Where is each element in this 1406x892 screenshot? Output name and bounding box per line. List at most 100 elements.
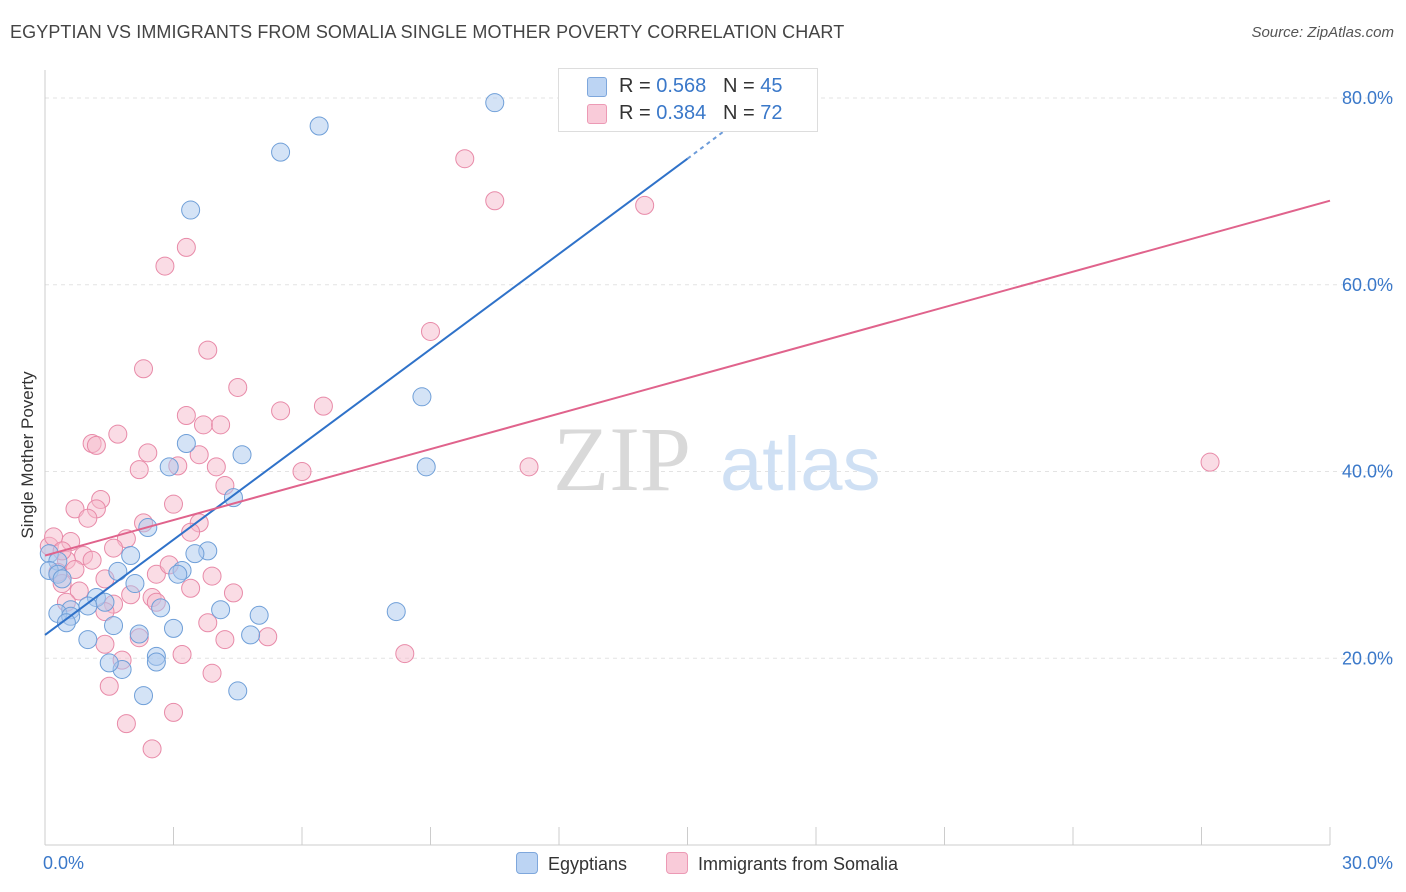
somalia-point <box>86 435 106 455</box>
legend-label: Egyptians <box>548 854 628 874</box>
egyptians-point <box>134 686 154 706</box>
somalia-point <box>223 583 243 603</box>
egyptians-point <box>56 613 76 633</box>
egyptians-point <box>168 564 188 584</box>
egyptians-point <box>129 624 149 644</box>
source-label: Source: ZipAtlas.com <box>1251 24 1394 41</box>
somalia-point <box>142 739 162 759</box>
somalia-trend-line <box>44 199 1331 557</box>
legend-swatch-blue <box>516 852 538 874</box>
egyptians-point <box>386 602 406 622</box>
egyptians-point <box>121 546 141 566</box>
r-value: 0.568 <box>656 75 707 97</box>
n-label: N = <box>722 75 761 97</box>
r-value: 0.384 <box>656 102 707 124</box>
trend-lines <box>44 115 1331 636</box>
somalia-point <box>69 581 89 601</box>
r-label: R = <box>619 102 657 124</box>
somalia-point <box>519 457 539 477</box>
legend-item-egyptians: Egyptians <box>516 852 627 875</box>
grid-lines <box>45 97 1393 659</box>
somalia-point <box>1200 452 1220 472</box>
somalia-point <box>155 256 175 276</box>
watermark: ZIP atlas <box>553 408 881 510</box>
egyptians-point <box>412 387 432 407</box>
y-tick-label: 80.0% <box>1342 88 1393 108</box>
somalia-point <box>176 405 196 425</box>
egyptians-point <box>309 116 329 136</box>
somalia-point <box>202 566 222 586</box>
somalia-point <box>635 195 655 215</box>
somalia-point <box>211 415 231 435</box>
somalia-point <box>176 237 196 257</box>
egyptians-point <box>185 544 205 564</box>
y-tick-label: 40.0% <box>1342 462 1393 482</box>
somalia-point <box>181 522 201 542</box>
egyptians-point <box>164 618 183 638</box>
somalia-point <box>164 702 183 722</box>
legend-row-text: R = 0.384 N = 72 <box>619 102 782 125</box>
x-tick-label: 0.0% <box>43 853 84 873</box>
egyptians-point <box>52 569 72 589</box>
egyptians-points <box>39 93 505 706</box>
axes <box>44 70 1331 846</box>
somalia-point <box>206 457 226 477</box>
legend-swatch-blue <box>587 77 607 97</box>
egyptians-point <box>78 630 98 650</box>
somalia-point <box>395 644 415 664</box>
somalia-point <box>313 396 333 416</box>
legend-label: Immigrants from Somalia <box>698 854 899 874</box>
egyptians-point <box>211 600 231 620</box>
watermark-atlas: atlas <box>720 422 881 507</box>
somalia-point <box>129 460 149 480</box>
egyptians-point <box>176 433 196 453</box>
somalia-point <box>99 676 119 696</box>
somalia-point <box>198 613 218 633</box>
somalia-point <box>215 630 235 650</box>
r-label: R = <box>619 75 657 97</box>
egyptians-point <box>146 652 166 672</box>
legend-item-somalia: Immigrants from Somalia <box>666 852 898 875</box>
somalia-point <box>228 377 248 397</box>
legend-swatch-pink <box>587 104 607 124</box>
egyptians-trend-line <box>44 157 689 636</box>
somalia-point <box>108 424 128 444</box>
n-value: 72 <box>760 102 783 124</box>
watermark-zip: ZIP <box>553 408 691 510</box>
y-axis-label: Single Mother Poverty <box>18 371 37 539</box>
n-value: 45 <box>760 75 783 97</box>
somalia-point <box>258 627 278 647</box>
egyptians-point <box>241 625 261 645</box>
chart-title: EGYPTIAN VS IMMIGRANTS FROM SOMALIA SING… <box>10 22 845 42</box>
legend-swatch-pink <box>666 852 688 874</box>
egyptians-point <box>108 561 128 581</box>
somalia-point <box>198 340 218 360</box>
somalia-point <box>146 564 166 584</box>
somalia-point <box>189 445 209 465</box>
somalia-point <box>421 321 440 341</box>
somalia-point <box>181 578 201 598</box>
egyptians-point <box>416 457 436 477</box>
somalia-point <box>193 415 213 435</box>
egyptians-point <box>232 445 252 465</box>
somalia-point <box>292 462 312 482</box>
egyptians-point <box>104 616 124 636</box>
somalia-point <box>82 550 102 570</box>
somalia-point <box>65 499 85 519</box>
somalia-point <box>116 714 136 734</box>
y-tick-label: 60.0% <box>1342 275 1393 295</box>
egyptians-point <box>249 605 269 625</box>
somalia-point <box>95 634 115 654</box>
x-tick-label: 30.0% <box>1342 853 1393 873</box>
somalia-point <box>138 443 158 463</box>
somalia-point <box>202 663 222 683</box>
y-tick-label: 20.0% <box>1342 648 1393 668</box>
egyptians-point <box>271 142 291 162</box>
egyptians-point <box>125 574 145 594</box>
egyptians-point <box>151 598 171 618</box>
tick-labels: 20.0% 40.0% 60.0% 80.0% 0.0% 30.0% <box>43 88 1393 873</box>
n-label: N = <box>722 102 761 124</box>
somalia-point <box>78 508 98 528</box>
legend-row-text: R = 0.568 N = 45 <box>619 75 782 98</box>
